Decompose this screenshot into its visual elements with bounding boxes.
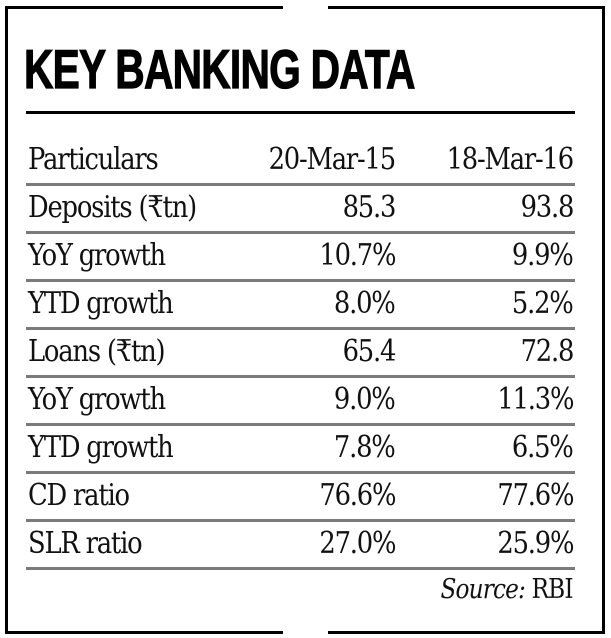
column-header-particulars: Particulars [28, 142, 159, 177]
row-value-18-mar-16: 72.8 [520, 334, 574, 369]
frame-top-gap [283, 5, 328, 10]
row-value-20-mar-15: 65.4 [342, 334, 396, 369]
row-label: Deposits (₹tn) [28, 190, 197, 225]
table-row-deposits: Deposits (₹tn) 85.3 93.8 [26, 186, 575, 234]
row-value-20-mar-15: 7.8% [334, 430, 396, 465]
table-row-loans-ytd-growth: YTD growth 7.8% 6.5% [26, 426, 575, 474]
row-label: YTD growth [28, 286, 174, 321]
row-label: YoY growth [28, 238, 166, 273]
row-value-20-mar-15: 8.0% [334, 286, 396, 321]
title-underline [26, 111, 575, 114]
row-value-18-mar-16: 93.8 [520, 190, 574, 225]
frame-bottom-gap [283, 630, 328, 635]
column-header-18-mar-16: 18-Mar-16 [446, 142, 575, 177]
row-label: CD ratio [28, 478, 130, 513]
row-value-18-mar-16: 6.5% [512, 430, 574, 465]
row-value-20-mar-15: 10.7% [319, 238, 396, 273]
table-row-loans: Loans (₹tn) 65.4 72.8 [26, 330, 575, 378]
source-credit: Source: RBI [440, 574, 574, 606]
row-value-18-mar-16: 25.9% [497, 526, 574, 561]
row-value-18-mar-16: 9.9% [512, 238, 574, 273]
column-header-20-mar-15: 20-Mar-15 [268, 142, 397, 177]
table-row-loans-yoy-growth: YoY growth 9.0% 11.3% [26, 378, 575, 426]
table-row-deposits-ytd-growth: YTD growth 8.0% 5.2% [26, 282, 575, 330]
row-value-18-mar-16: 11.3% [497, 382, 574, 417]
row-label: SLR ratio [28, 526, 143, 561]
page-title: KEY BANKING DATA [24, 38, 416, 100]
row-value-20-mar-15: 9.0% [334, 382, 396, 417]
row-value-20-mar-15: 76.6% [319, 478, 396, 513]
source-value: RBI [525, 574, 574, 605]
table-row-slr-ratio: SLR ratio 27.0% 25.9% [26, 522, 575, 570]
row-label: Loans (₹tn) [28, 334, 166, 369]
row-label: YoY growth [28, 382, 166, 417]
table-row-deposits-yoy-growth: YoY growth 10.7% 9.9% [26, 234, 575, 282]
source-label: Source: [440, 574, 526, 605]
row-label: YTD growth [28, 430, 174, 465]
table-row-cd-ratio: CD ratio 76.6% 77.6% [26, 474, 575, 522]
row-value-20-mar-15: 85.3 [342, 190, 396, 225]
row-value-18-mar-16: 77.6% [497, 478, 574, 513]
banking-data-table: Particulars 20-Mar-15 18-Mar-16 Deposits… [26, 138, 575, 570]
row-value-20-mar-15: 27.0% [319, 526, 396, 561]
table-header-row: Particulars 20-Mar-15 18-Mar-16 [26, 138, 575, 186]
row-value-18-mar-16: 5.2% [512, 286, 574, 321]
